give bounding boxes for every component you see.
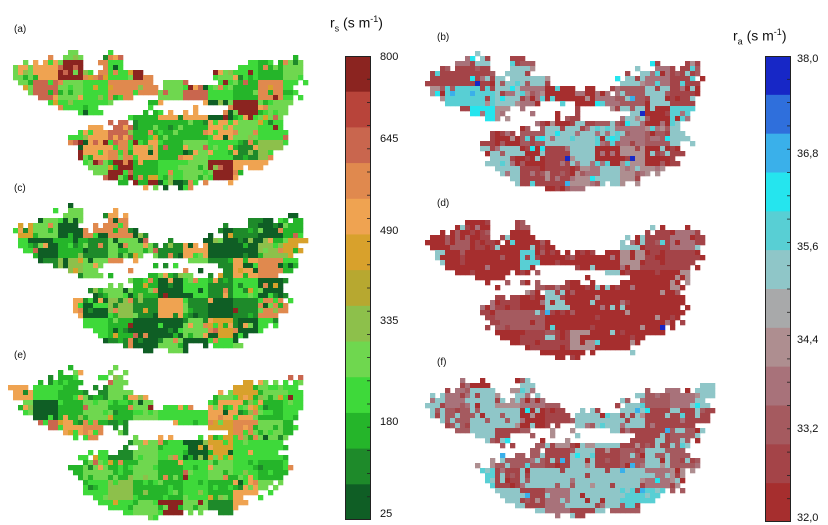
- colorbar-ra-segment: [765, 250, 791, 290]
- map-panel-e: [8, 365, 304, 521]
- colorbar-ra-segment: [765, 327, 791, 368]
- colorbar-rs-segment: [345, 305, 371, 343]
- colorbar-rs-segment: [345, 448, 371, 485]
- map-e-cells: [8, 365, 304, 521]
- colorbar-rs-segment: [345, 91, 371, 128]
- colorbar-rs-segment: [345, 56, 371, 93]
- colorbar-rs-segment: [345, 163, 371, 200]
- colorbar-rs-segment: [345, 198, 371, 235]
- colorbar-ra: [765, 56, 791, 522]
- colorbar-rs-segment: [345, 341, 371, 378]
- colorbar-title-rs: rs (s m-1): [330, 14, 383, 34]
- panel-label-e: (e): [14, 350, 27, 361]
- map-panel-a: [13, 50, 309, 191]
- ra-tick-label: 38,0: [797, 53, 819, 65]
- map-a-cells: [13, 50, 309, 191]
- colorbar-rs-segment: [345, 234, 371, 271]
- rs-tick-label: 800: [380, 51, 399, 63]
- colorbar-ra-segment: [765, 94, 791, 135]
- panel-label-c: (c): [14, 183, 26, 194]
- colorbar-ra-segment: [765, 483, 791, 522]
- colorbar-ra-segment: [765, 211, 791, 251]
- rs-tick-label: 645: [380, 133, 399, 145]
- panel-label-a: (a): [14, 24, 27, 35]
- rs-tick-label: 490: [380, 225, 399, 237]
- map-panel-b: [425, 51, 706, 192]
- ra-tick-label: 36,8: [797, 148, 819, 160]
- ra-tick-label: 32,0: [797, 512, 819, 524]
- colorbar-ra-segment: [765, 56, 791, 96]
- colorbar-rs-segment: [345, 412, 371, 450]
- colorbar-ra-segment: [765, 289, 791, 329]
- colorbar-rs: [345, 56, 371, 520]
- colorbar-ra-segment: [765, 405, 791, 445]
- colorbar-ra-segment: [765, 366, 791, 406]
- panel-label-d: (d): [437, 198, 450, 209]
- rs-tick-label: 180: [380, 416, 399, 428]
- map-panel-c: [13, 203, 309, 354]
- map-d-cells: [425, 220, 706, 360]
- map-panel-f: [425, 378, 716, 519]
- colorbar-ra-segment: [765, 133, 791, 173]
- map-panel-d: [425, 220, 706, 360]
- panel-label-f: (f): [437, 357, 447, 368]
- map-f-cells: [425, 378, 716, 519]
- rs-tick-label: 335: [380, 315, 399, 327]
- colorbar-ra-segment: [765, 444, 791, 484]
- rs-tick-label: 25: [380, 508, 393, 520]
- colorbar-ra-segment: [765, 172, 791, 212]
- colorbar-rs-segment: [345, 484, 371, 520]
- map-c-cells: [13, 203, 309, 354]
- ra-tick-label: 35,6: [797, 241, 819, 253]
- ra-tick-label: 34,4: [797, 334, 819, 346]
- colorbar-rs-segment: [345, 377, 371, 414]
- colorbar-title-ra: ra (s m-1): [733, 27, 787, 47]
- ra-tick-label: 33,2: [797, 423, 819, 435]
- panel-label-b: (b): [437, 32, 450, 43]
- map-b-cells: [425, 51, 706, 192]
- colorbar-rs-segment: [345, 127, 371, 164]
- colorbar-rs-segment: [345, 270, 371, 307]
